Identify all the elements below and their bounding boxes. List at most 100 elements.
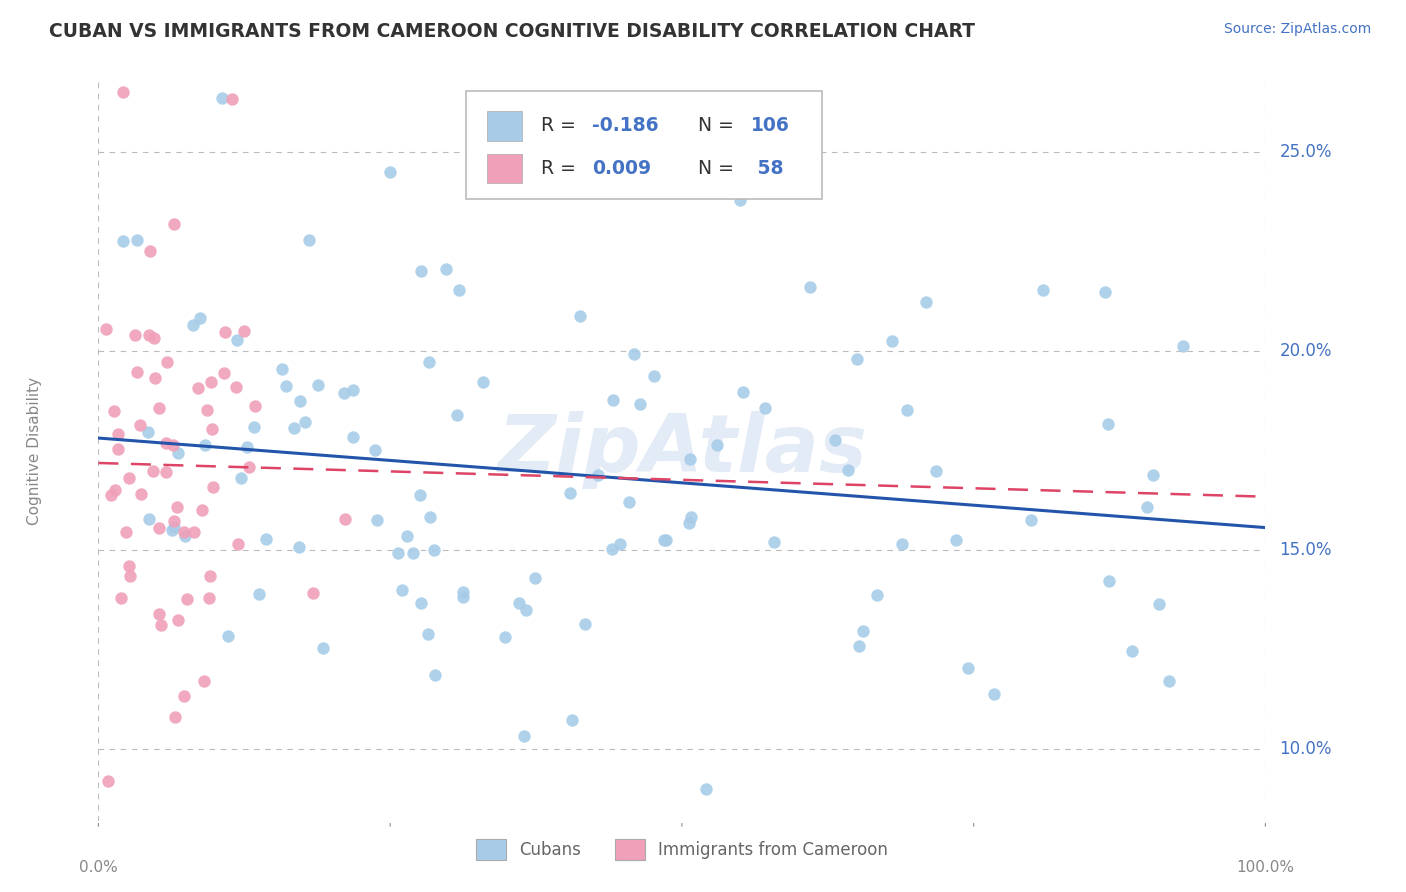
Point — [623, 347, 645, 361]
Point — [194, 437, 217, 451]
Point — [129, 487, 152, 501]
Point — [112, 85, 135, 99]
Point — [173, 690, 195, 704]
Point — [508, 595, 530, 609]
Point — [852, 624, 875, 639]
Point — [1094, 285, 1116, 299]
Point — [915, 295, 938, 310]
FancyBboxPatch shape — [486, 111, 522, 141]
Point — [195, 402, 218, 417]
Point — [1142, 468, 1164, 483]
Point — [434, 262, 457, 277]
Point — [100, 488, 122, 502]
Point — [112, 235, 135, 249]
Point — [200, 376, 222, 390]
Point — [423, 668, 446, 682]
Point — [524, 571, 547, 585]
Text: Cognitive Disability: Cognitive Disability — [27, 376, 42, 524]
Point — [730, 193, 752, 207]
Point — [866, 588, 889, 602]
Point — [1019, 513, 1042, 527]
Point — [453, 585, 475, 599]
Point — [558, 485, 581, 500]
Point — [586, 467, 609, 482]
Point — [162, 523, 184, 537]
Point — [333, 386, 356, 401]
Point — [423, 543, 446, 558]
Point — [120, 569, 142, 583]
Point — [214, 325, 236, 339]
Point — [312, 641, 335, 656]
Point — [402, 546, 425, 560]
Point — [103, 403, 125, 417]
Point — [143, 370, 166, 384]
Point — [229, 471, 252, 485]
Point — [896, 402, 918, 417]
Point — [643, 369, 665, 384]
Point — [110, 591, 132, 605]
Text: 0.0%: 0.0% — [79, 860, 118, 874]
Point — [288, 393, 311, 408]
Point — [957, 661, 980, 675]
Point — [155, 465, 177, 479]
Point — [409, 488, 432, 502]
Point — [221, 92, 243, 106]
Point — [1147, 597, 1170, 611]
Point — [679, 510, 702, 524]
Text: Source: ZipAtlas.com: Source: ZipAtlas.com — [1223, 22, 1371, 37]
Point — [451, 590, 474, 604]
Point — [366, 513, 388, 527]
Point — [124, 328, 146, 343]
Point — [127, 365, 149, 379]
Point — [156, 355, 179, 369]
Point — [561, 713, 583, 727]
Point — [754, 401, 776, 415]
Text: 20.0%: 20.0% — [1279, 342, 1331, 360]
Point — [115, 524, 138, 539]
Point — [193, 674, 215, 689]
Point — [104, 483, 127, 498]
Point — [243, 420, 266, 434]
Point — [679, 452, 702, 467]
Point — [848, 639, 870, 653]
Point — [173, 524, 195, 539]
Point — [188, 310, 211, 325]
Point — [602, 542, 624, 557]
Point — [163, 217, 186, 231]
Point — [226, 537, 249, 551]
Point — [342, 383, 364, 397]
Point — [138, 327, 160, 342]
Point — [142, 465, 165, 479]
Point — [167, 445, 190, 459]
Point — [678, 516, 700, 530]
Point — [283, 421, 305, 435]
Point — [143, 331, 166, 345]
Point — [247, 587, 270, 601]
Point — [1097, 417, 1119, 432]
Point — [983, 687, 1005, 701]
Point — [1136, 500, 1159, 515]
Point — [163, 520, 186, 534]
Point — [472, 375, 495, 389]
Point — [148, 607, 170, 622]
Text: 10.0%: 10.0% — [1279, 740, 1331, 758]
Point — [654, 533, 676, 547]
Point — [97, 773, 120, 788]
Point — [225, 380, 247, 394]
Point — [233, 324, 256, 338]
Point — [602, 393, 624, 408]
Point — [387, 545, 409, 559]
Point — [945, 533, 967, 547]
Text: ZipAtlas: ZipAtlas — [496, 411, 868, 490]
Point — [799, 279, 821, 293]
Point — [127, 234, 149, 248]
Point — [139, 244, 162, 258]
Point — [418, 627, 440, 641]
Point — [396, 529, 419, 543]
Point — [574, 617, 596, 632]
Point — [652, 533, 675, 547]
Text: 0.009: 0.009 — [592, 159, 651, 178]
Point — [411, 596, 433, 610]
Point — [411, 263, 433, 277]
Point — [418, 355, 440, 369]
